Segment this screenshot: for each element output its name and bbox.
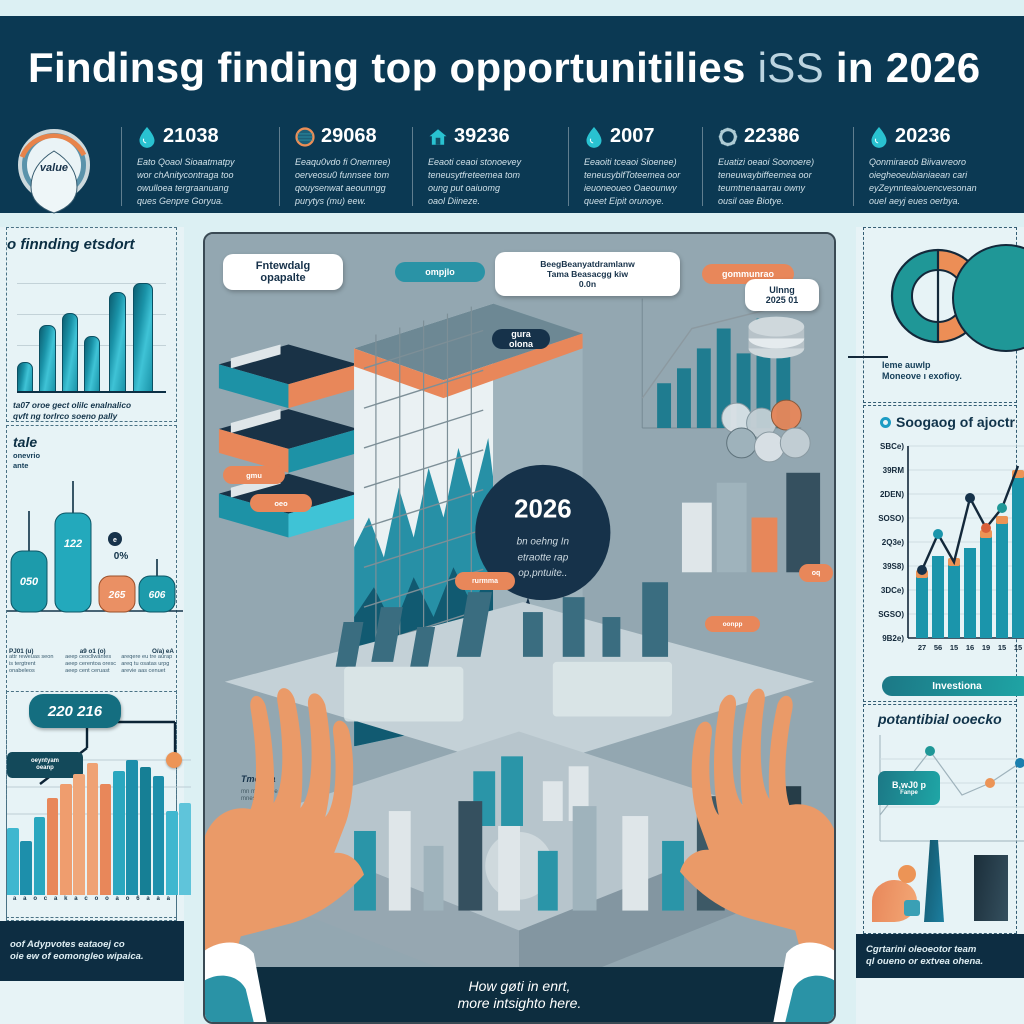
svg-text:2DEN): 2DEN) xyxy=(880,490,904,499)
svg-text:16: 16 xyxy=(966,643,974,652)
svg-text:SOSO): SOSO) xyxy=(878,514,904,523)
svg-text:e: e xyxy=(113,537,117,544)
svg-text:9B2e): 9B2e) xyxy=(882,634,904,643)
svg-text:SGSO): SGSO) xyxy=(878,610,904,619)
svg-text:050: 050 xyxy=(20,576,39,588)
svg-text:39RM: 39RM xyxy=(883,466,905,475)
svg-text:606: 606 xyxy=(149,590,166,601)
svg-text:value: value xyxy=(40,162,68,174)
svg-text:265: 265 xyxy=(108,590,126,601)
svg-text:3DCe): 3DCe) xyxy=(881,586,904,595)
svg-text:15: 15 xyxy=(950,643,958,652)
svg-text:122: 122 xyxy=(64,538,82,550)
svg-text:15: 15 xyxy=(1014,643,1022,652)
svg-text:0%: 0% xyxy=(114,551,129,562)
svg-text:39S8): 39S8) xyxy=(883,562,905,571)
svg-text:2Q3e): 2Q3e) xyxy=(882,538,905,547)
svg-text:SBCe): SBCe) xyxy=(880,442,904,451)
svg-text:56: 56 xyxy=(934,643,942,652)
svg-text:27: 27 xyxy=(918,643,926,652)
svg-text:19: 19 xyxy=(982,643,990,652)
svg-text:15: 15 xyxy=(998,643,1006,652)
